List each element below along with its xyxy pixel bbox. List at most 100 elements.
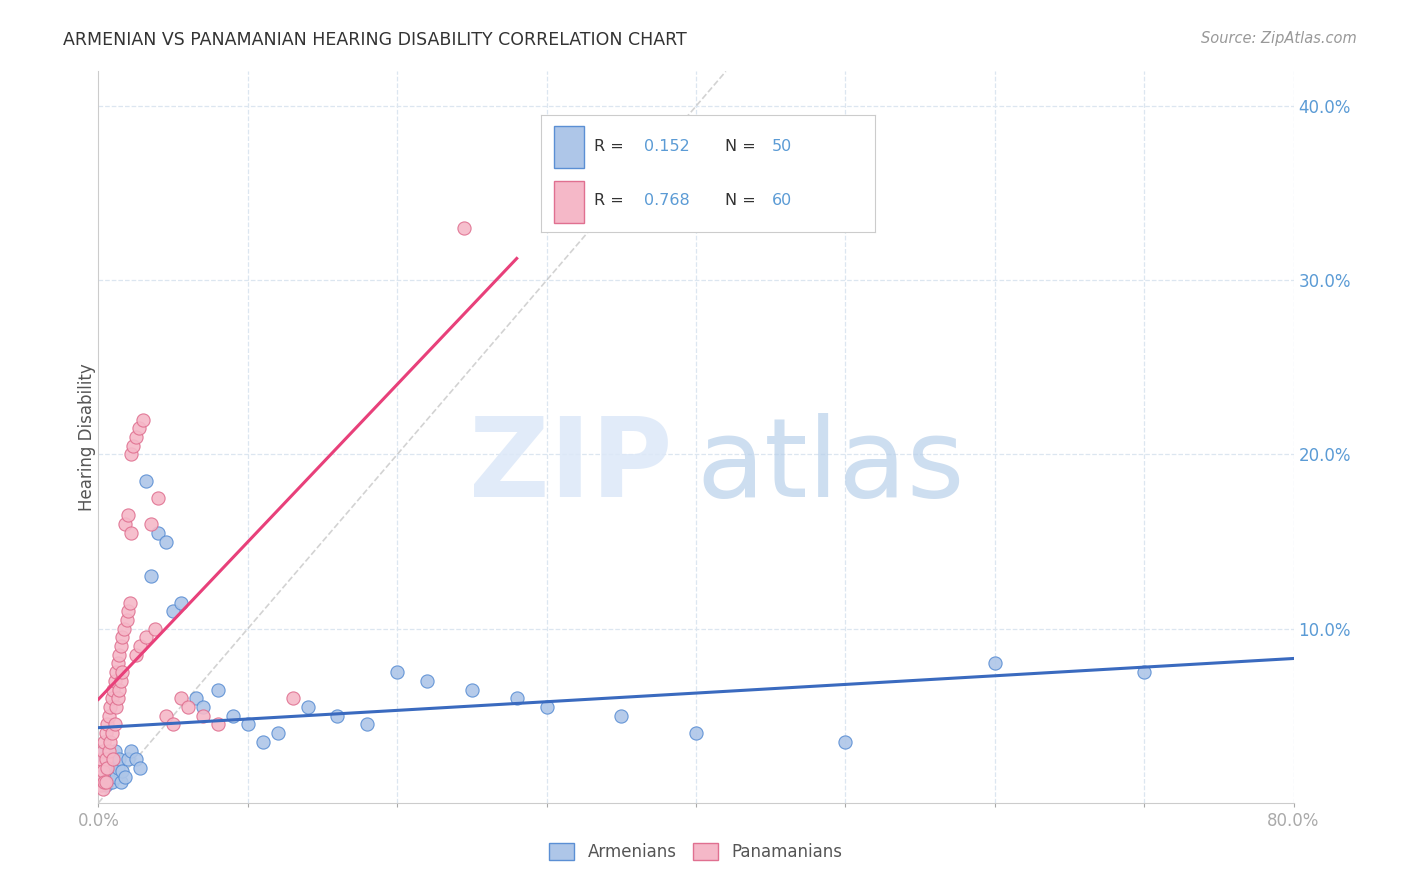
Point: [155, 708, 177, 723]
Point: [105, 665, 128, 680]
Point: [207, 682, 229, 697]
Point: [91, 764, 114, 779]
Point: [132, 412, 155, 426]
Point: [110, 639, 132, 653]
Point: [125, 752, 148, 766]
Point: [115, 613, 138, 627]
Point: [96, 770, 118, 784]
Point: [385, 665, 409, 680]
Point: [685, 726, 707, 740]
Point: [461, 682, 484, 697]
Point: [236, 717, 259, 731]
Point: [120, 525, 142, 540]
Point: [94, 761, 117, 775]
Point: [108, 682, 131, 697]
Point: [93, 752, 115, 766]
Point: [416, 673, 439, 688]
Point: [89, 761, 111, 775]
Point: [207, 717, 229, 731]
Point: [112, 622, 135, 636]
Point: [90, 757, 112, 772]
Point: [111, 665, 134, 680]
Point: [143, 622, 166, 636]
Point: [97, 743, 120, 757]
Point: [110, 673, 132, 688]
Point: [101, 691, 124, 706]
Point: [139, 517, 162, 532]
Point: [94, 775, 117, 789]
Point: [89, 747, 111, 761]
Point: [184, 691, 207, 706]
Point: [155, 534, 177, 549]
Point: [297, 700, 319, 714]
Point: [169, 691, 191, 706]
Point: [129, 639, 152, 653]
Point: [536, 700, 558, 714]
Point: [326, 708, 349, 723]
Point: [105, 700, 128, 714]
Point: [191, 708, 214, 723]
Point: [222, 708, 245, 723]
Point: [281, 691, 304, 706]
Point: [129, 761, 152, 775]
Point: [135, 631, 157, 645]
Point: [610, 708, 633, 723]
Point: [984, 657, 1007, 671]
Point: [125, 648, 148, 662]
Point: [91, 781, 114, 796]
Point: [91, 743, 114, 757]
Point: [834, 735, 856, 749]
Point: [162, 604, 184, 618]
Text: atlas: atlas: [696, 413, 965, 520]
Point: [139, 569, 162, 583]
Point: [98, 735, 122, 749]
Point: [101, 775, 124, 789]
Point: [118, 595, 141, 609]
Point: [111, 764, 134, 779]
Point: [108, 648, 131, 662]
Point: [104, 673, 127, 688]
Point: [267, 726, 290, 740]
Point: [120, 743, 142, 757]
Point: [135, 474, 157, 488]
Point: [98, 757, 122, 772]
Point: [104, 743, 127, 757]
Point: [97, 708, 120, 723]
Point: [103, 752, 125, 766]
Point: [103, 752, 125, 766]
Point: [114, 517, 136, 532]
Point: [101, 726, 124, 740]
Point: [94, 778, 117, 792]
Point: [117, 604, 139, 618]
Point: [91, 764, 114, 779]
Point: [111, 631, 134, 645]
Point: [103, 682, 125, 697]
Point: [125, 430, 148, 444]
Point: [98, 700, 122, 714]
Point: [120, 448, 142, 462]
Point: [94, 726, 117, 740]
Point: [108, 752, 131, 766]
Y-axis label: Hearing Disability: Hearing Disability: [79, 363, 96, 511]
Point: [96, 761, 118, 775]
Point: [148, 525, 170, 540]
Text: ARMENIAN VS PANAMANIAN HEARING DISABILITY CORRELATION CHART: ARMENIAN VS PANAMANIAN HEARING DISABILIT…: [63, 31, 688, 49]
Point: [107, 691, 129, 706]
Point: [110, 775, 132, 789]
Legend: Armenians, Panamanians: Armenians, Panamanians: [543, 836, 849, 868]
Point: [191, 700, 214, 714]
Point: [252, 735, 274, 749]
Point: [1133, 665, 1156, 680]
Text: ZIP: ZIP: [468, 413, 672, 520]
Point: [90, 752, 112, 766]
Point: [91, 770, 114, 784]
Point: [96, 717, 118, 731]
Point: [114, 770, 136, 784]
Point: [93, 735, 115, 749]
Point: [89, 770, 111, 784]
Point: [177, 700, 200, 714]
Point: [121, 439, 143, 453]
Point: [90, 778, 112, 792]
Text: Source: ZipAtlas.com: Source: ZipAtlas.com: [1201, 31, 1357, 46]
Point: [107, 761, 129, 775]
